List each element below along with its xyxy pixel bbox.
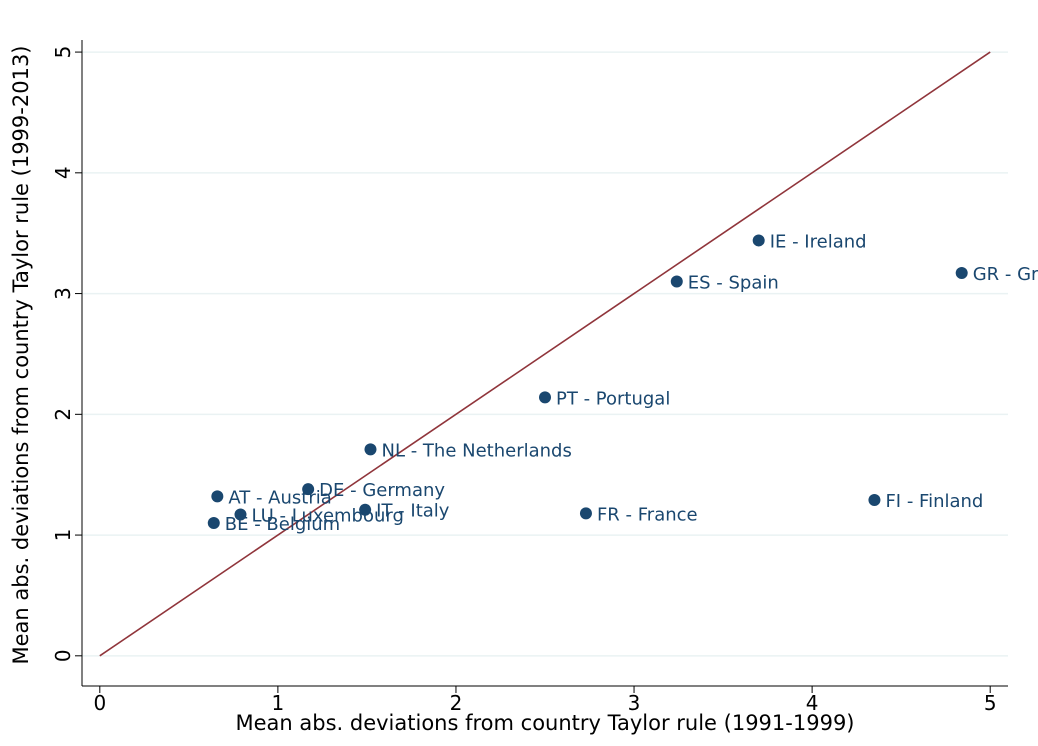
point [234, 508, 247, 521]
point-label: NL - The Netherlands [381, 440, 571, 461]
point-label: FI - Finland [885, 491, 983, 512]
x-tick-label: 5 [984, 691, 997, 715]
y-axis-title: Mean abs. deviations from country Taylor… [9, 46, 33, 665]
point-label: ES - Spain [688, 272, 779, 293]
point-label: BE - Belgium [225, 514, 340, 535]
point [752, 234, 765, 247]
point [364, 443, 377, 456]
x-tick-label: 0 [93, 691, 106, 715]
point-label: DE - Germany [319, 480, 445, 501]
y-tick-label: 3 [51, 287, 75, 300]
point [579, 507, 592, 520]
point [539, 391, 551, 404]
point-label: PT - Portugal [556, 388, 670, 409]
point-label: AT - Austria [228, 487, 331, 508]
point [670, 275, 683, 288]
point [211, 490, 224, 503]
x-tick-label: 3 [628, 691, 641, 715]
point [359, 503, 372, 516]
point-label: IT - Italy [376, 501, 450, 522]
y-tick-label: 2 [51, 408, 75, 421]
point-label: FR - France [597, 504, 698, 525]
x-axis-title: Mean abs. deviations from country Taylor… [236, 711, 855, 735]
point-label: IE - Ireland [770, 231, 867, 252]
point-label: GR - Greece [973, 264, 1038, 285]
y-tick-label: 1 [51, 529, 75, 542]
y-tick-label: 5 [51, 46, 75, 59]
x-tick-label: 4 [806, 691, 819, 715]
point [207, 516, 220, 529]
x-tick-label: 1 [272, 691, 285, 715]
y-tick-label: 0 [51, 649, 75, 662]
y-tick-label: 4 [51, 166, 75, 179]
point [955, 267, 968, 280]
x-tick-label: 2 [450, 691, 463, 715]
reference-line [99, 51, 991, 657]
point [302, 483, 315, 496]
point [868, 494, 881, 507]
